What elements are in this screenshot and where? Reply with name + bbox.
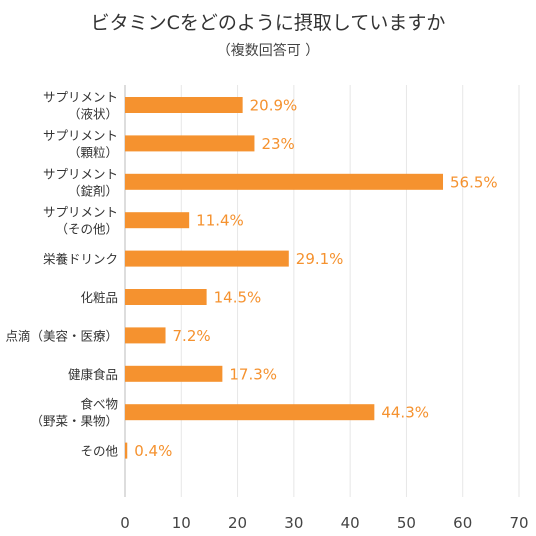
- bar: [125, 173, 444, 190]
- category-label: サプリメント （液状）: [43, 90, 118, 122]
- category-label-line: サプリメント: [43, 205, 118, 220]
- value-label: 20.9%: [250, 97, 298, 115]
- category-label: サプリメント （錠剤）: [43, 166, 118, 198]
- category-label: サプリメント （その他）: [43, 205, 118, 237]
- x-tick-label: 70: [509, 514, 528, 532]
- bar-layer: [125, 97, 444, 459]
- category-label-line: その他: [80, 444, 118, 459]
- category-label-line: 点滴（美容・医療）: [5, 328, 118, 343]
- bar: [125, 365, 223, 382]
- chart-title: ビタミンCをどのように摂取していますか: [90, 12, 446, 34]
- category-label: 食べ物 （野菜・果物）: [30, 397, 118, 429]
- value-label: 14.5%: [214, 289, 262, 307]
- bar: [125, 97, 243, 113]
- tick-layer: 0 10 20 30 40 50 60 70: [120, 514, 528, 532]
- category-label-line: （液状）: [68, 107, 118, 122]
- category-label-line: サプリメント: [43, 90, 118, 105]
- category-label-line: （顆粒）: [68, 145, 118, 160]
- bar: [125, 289, 207, 305]
- chart-subtitle: （複数回答可 ）: [216, 43, 320, 59]
- category-label-line: 栄養ドリンク: [43, 252, 118, 267]
- bar: [125, 404, 375, 421]
- x-tick-label: 10: [172, 514, 191, 532]
- x-tick-label: 30: [284, 514, 303, 532]
- x-tick-label: 20: [228, 514, 247, 532]
- bar: [125, 135, 255, 152]
- category-label-line: サプリメント: [43, 166, 118, 181]
- value-label: 23%: [261, 135, 294, 153]
- category-label: 栄養ドリンク: [43, 252, 118, 267]
- value-label: 44.3%: [381, 404, 429, 422]
- category-label: 健康食品: [68, 367, 118, 382]
- category-label-line: サプリメント: [43, 128, 118, 143]
- bar: [125, 250, 289, 267]
- category-label: 点滴（美容・医療）: [5, 328, 118, 343]
- category-label: その他: [80, 444, 118, 459]
- value-label: 0.4%: [134, 442, 172, 460]
- label-layer: 20.9% サプリメント （液状） 23% サプリメント （顆粒） 56.5% サプリメント （…: [5, 90, 497, 461]
- category-label-line: 化粧品: [80, 290, 118, 305]
- value-label: 17.3%: [229, 365, 277, 383]
- category-label-line: （野菜・果物）: [30, 414, 118, 429]
- value-label: 29.1%: [296, 250, 344, 268]
- category-label-line: 食べ物: [80, 397, 118, 412]
- category-label: サプリメント （顆粒）: [43, 128, 118, 160]
- bar: [125, 442, 128, 459]
- x-tick-label: 0: [120, 514, 130, 532]
- category-label-line: （その他）: [55, 222, 118, 237]
- bar: [125, 212, 190, 229]
- value-label: 7.2%: [173, 327, 211, 345]
- category-label-line: 健康食品: [68, 367, 118, 382]
- grid-layer: [124, 85, 520, 497]
- x-tick-label: 40: [341, 514, 360, 532]
- value-label: 11.4%: [196, 212, 244, 230]
- category-label-line: （錠剤）: [68, 183, 118, 198]
- value-label: 56.5%: [450, 173, 498, 191]
- bar: [125, 327, 166, 344]
- x-tick-label: 60: [453, 514, 472, 532]
- category-label: 化粧品: [80, 290, 118, 305]
- x-tick-label: 50: [397, 514, 416, 532]
